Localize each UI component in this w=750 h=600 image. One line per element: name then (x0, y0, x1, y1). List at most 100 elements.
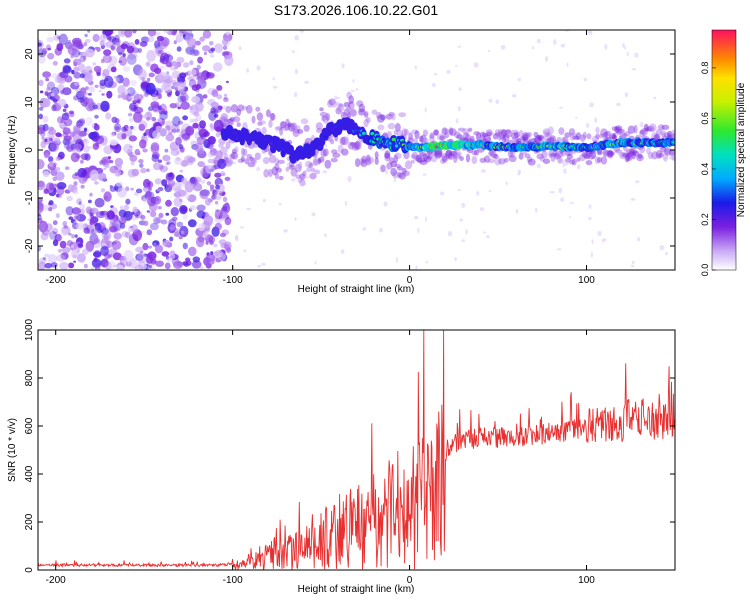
spectrogram-halo-cell (303, 124, 310, 132)
spectrogram-halo-cell (330, 157, 338, 163)
spectrogram-outlier-cell (459, 218, 464, 222)
spectrogram-noise-cell (86, 97, 94, 104)
spectrogram-noise-cell (44, 153, 50, 159)
spectrogram-halo-cell (462, 128, 470, 135)
spectrogram-halo-cell (457, 127, 466, 132)
spectrogram-halo-cell (234, 146, 239, 153)
spectrogram-halo-cell (247, 162, 256, 168)
spectrogram-halo-cell (627, 125, 636, 134)
spectrogram-halo-cell (433, 129, 439, 136)
spectrogram-halo-cell (285, 118, 290, 127)
spectrogram-noise-cell (200, 79, 206, 84)
spectrogram-outlier-cell (393, 177, 397, 183)
spectrogram-halo-cell (651, 132, 659, 140)
spectrogram-noise-cell (179, 146, 185, 153)
spectrogram-noise-cell (210, 101, 219, 109)
spectrogram-noise-cell (65, 206, 74, 216)
spectrogram-noise-cell (58, 33, 68, 46)
spectrogram-halo-cell (355, 158, 361, 168)
spectrogram-noise-cell (130, 161, 135, 166)
spectrogram-halo-cell (353, 141, 362, 151)
spectrogram-noise-cell (152, 130, 161, 139)
spectrogram-noise-cell (157, 117, 163, 123)
spectrogram-noise-cell (38, 79, 44, 87)
spectrogram-halo-cell (321, 115, 326, 122)
spectrogram-halo-cell (351, 142, 360, 149)
spectrogram-noise-cell (83, 227, 90, 234)
spectrogram-outlier-cell (588, 30, 593, 35)
spectrogram-noise-cell (94, 84, 99, 89)
spectrogram-noise-cell (133, 106, 144, 114)
spectrogram-outlier-cell (461, 239, 465, 243)
spectrogram-halo-cell (223, 156, 229, 164)
spectrogram-outlier-cell (457, 106, 461, 112)
spectrogram-noise-cell (88, 145, 93, 150)
spectrogram-noise-cell (92, 251, 102, 258)
spectrogram-noise-cell (38, 181, 46, 191)
spectrogram-outlier-cell (431, 82, 436, 88)
spectrogram-noise-cell (83, 145, 90, 153)
spectrogram-noise-cell (117, 85, 126, 95)
spectrogram-outlier-cell (293, 92, 298, 98)
spectrogram-halo-cell (444, 154, 450, 161)
spectrogram-halo-cell (527, 132, 532, 137)
spectrogram-noise-cell (103, 234, 109, 242)
spectrogram-noise-cell (146, 77, 151, 82)
spectrogram-outlier-cell (386, 167, 390, 171)
spectrogram-halo-cell (420, 134, 427, 144)
spectrogram-noise-cell (173, 260, 183, 269)
spectrogram-halo-cell (626, 153, 633, 161)
spectrogram-x-axis: -200 -100 0 100 (46, 30, 595, 286)
spectrogram-noise-cell (202, 45, 211, 52)
spectrogram-halo-cell (500, 129, 508, 137)
spectrogram-outlier-cell (665, 251, 668, 256)
spectrogram-y-axis: -20 -10 0 10 20 (24, 48, 675, 253)
spectrogram-outlier-cell (425, 260, 428, 264)
spectrogram-halo-cell (230, 151, 239, 160)
colorbar-tick-label: 0.6 (700, 112, 710, 125)
spectrogram-halo-cell (404, 160, 413, 170)
spectrogram-noise-cell (188, 79, 197, 88)
spectrogram-halo-cell (660, 130, 667, 136)
snr-y-tick-label: 200 (24, 513, 35, 530)
spectrogram-noise-cell (189, 104, 199, 116)
spectrogram-noise-cell (158, 212, 164, 219)
spectrogram-noise-cell (145, 61, 151, 67)
spectrogram-halo-cell (604, 150, 613, 156)
spectrogram-x-label: Height of straight line (km) (298, 284, 415, 295)
spectrogram-noise-cell (48, 200, 54, 206)
spectrogram-halo-cell (347, 101, 355, 110)
spectrogram-noise-cell (224, 216, 232, 226)
spectrogram-noise-cell (127, 99, 131, 102)
spectrogram-noise-cell (207, 158, 215, 164)
spectrogram-halo-cell (522, 134, 529, 142)
spectrogram-noise-cell (176, 46, 182, 52)
spectrogram-outlier-cell (603, 238, 607, 242)
spectrogram-noise-cell (109, 217, 118, 225)
spectrogram-noise-cell (202, 94, 208, 99)
colorbar-tick-label: 0.2 (700, 213, 710, 226)
spectrogram-halo-cell (637, 153, 643, 159)
spectrogram-outlier-cell (433, 73, 438, 76)
spectrogram-noise-cell (193, 176, 202, 184)
spectrogram-noise-cell (56, 254, 66, 262)
spectrogram-halo-cell (494, 129, 501, 135)
spectrogram-noise-cell (132, 30, 137, 34)
spectrogram-noise-cell (42, 123, 49, 132)
spectrogram-noise-cell (100, 245, 109, 257)
spectrogram-halo-cell (545, 132, 552, 138)
spectrogram-halo-cell (423, 156, 432, 163)
spectrogram-noise-cell (41, 225, 46, 230)
spectrogram-noise-cell (135, 214, 139, 219)
spectrogram-outlier-cell (322, 170, 328, 174)
spectrogram-halo-cell (550, 156, 556, 162)
spectrogram-halo-cell (285, 166, 290, 172)
spectrogram-noise-cell (67, 184, 75, 193)
spectrogram-halo-cell (424, 154, 431, 159)
spectrogram-outlier-cell (590, 252, 594, 258)
spectrogram-noise-cell (194, 101, 204, 112)
spectrogram-noise-cell (184, 193, 190, 200)
spectrogram-noise-cell (80, 159, 84, 164)
spectrogram-outlier-cell (579, 154, 583, 160)
spectrogram-outlier-cell (355, 88, 359, 91)
